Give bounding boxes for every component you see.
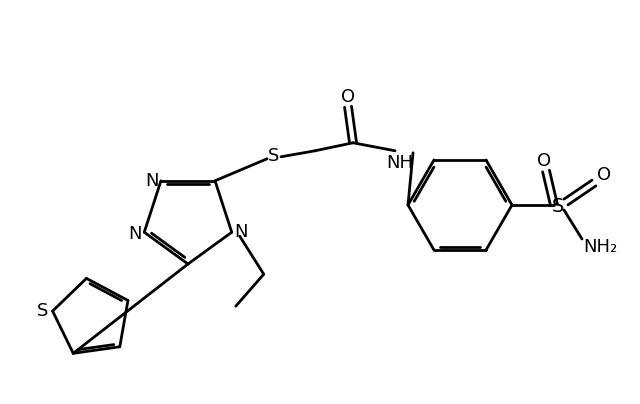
Text: N: N [145,172,159,190]
Text: N: N [234,223,248,241]
Text: N: N [129,225,142,243]
Text: NH₂: NH₂ [583,238,617,256]
Text: NH: NH [387,154,413,172]
Text: S: S [268,147,280,165]
Text: S: S [552,198,564,217]
Text: S: S [37,302,48,320]
Text: O: O [537,152,551,170]
Text: O: O [341,88,355,106]
Text: O: O [597,166,611,184]
